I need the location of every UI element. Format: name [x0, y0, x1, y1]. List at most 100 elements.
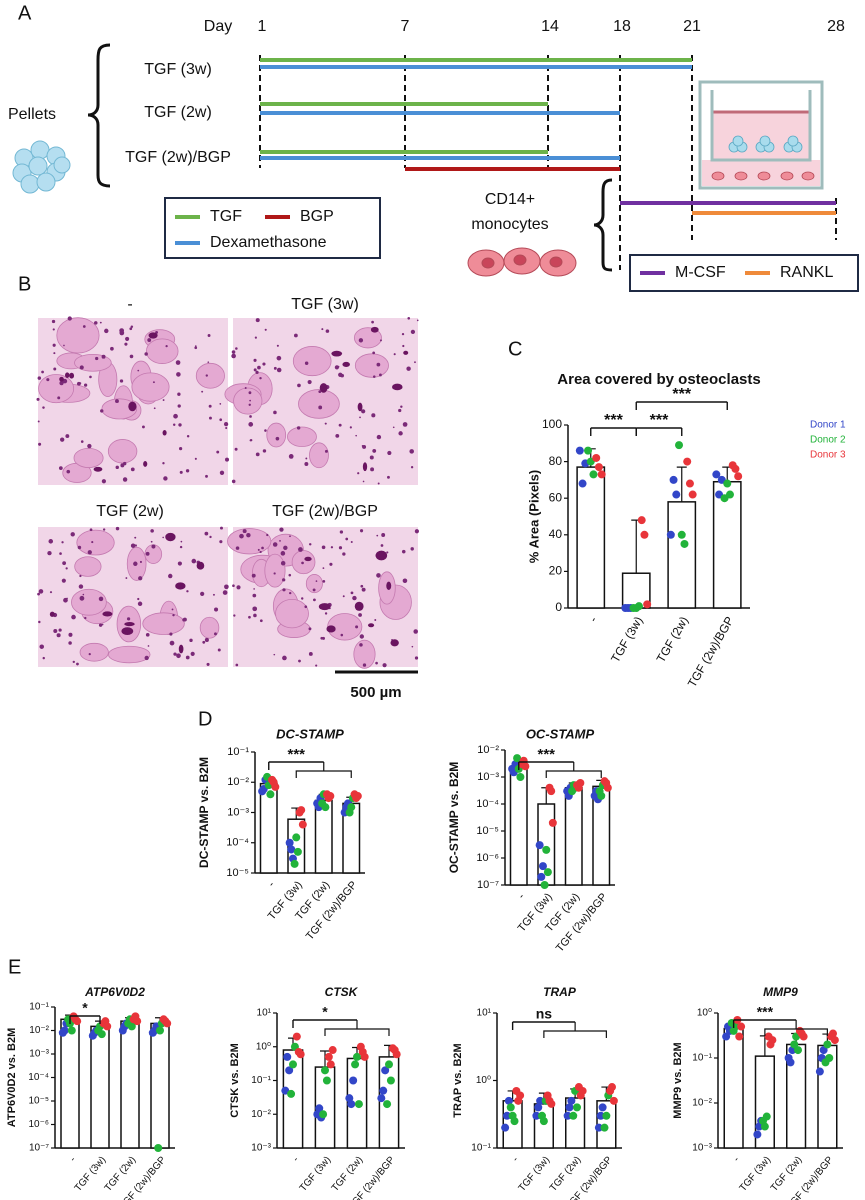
cell-dot — [322, 567, 325, 570]
cell-dot — [337, 365, 340, 368]
data-point — [669, 475, 678, 484]
cell-dot — [191, 558, 197, 564]
cell-dot — [297, 383, 301, 388]
cell-dot — [59, 552, 62, 555]
cell-dot — [369, 455, 374, 460]
cell-dot — [233, 614, 236, 617]
x-tick-label: - — [68, 1155, 79, 1165]
cell-dot — [145, 551, 150, 556]
cell-dot — [372, 375, 376, 378]
data-point — [596, 1111, 605, 1120]
chart-title: OC-STAMP — [526, 726, 595, 741]
y-tick-label: 10⁻⁷ — [29, 1143, 49, 1154]
cell-dot — [324, 422, 327, 425]
y-tick-label: 10⁻¹ — [29, 1002, 49, 1013]
cell-dot — [376, 573, 381, 578]
panel-label: E — [8, 956, 21, 978]
significance-label: *** — [650, 412, 669, 429]
legend-box — [164, 197, 381, 259]
cell-dot — [214, 607, 219, 612]
cell-dot — [375, 661, 378, 665]
cell-dot — [252, 606, 258, 612]
data-point — [598, 1103, 607, 1112]
cell-dot — [253, 368, 257, 372]
cell-dot — [416, 319, 419, 322]
cell-dot — [362, 480, 365, 483]
image-label: TGF (3w) — [291, 296, 359, 313]
cell-dot — [172, 423, 176, 426]
dark-cell — [69, 372, 75, 379]
cell-dot — [119, 379, 124, 383]
chart-title: Area covered by osteoclasts — [557, 371, 760, 388]
cell-dot — [253, 358, 257, 362]
cell-dot — [37, 420, 40, 423]
cell-dot — [162, 399, 165, 402]
cell-dot — [340, 633, 344, 637]
y-tick-label: 10⁻⁵ — [226, 867, 249, 879]
osteoclast — [233, 387, 263, 415]
cell-dot — [208, 404, 212, 408]
cell-dot — [79, 382, 82, 384]
panel-label: A — [18, 2, 32, 24]
y-axis-label: OC-STAMP vs. B2M — [447, 762, 461, 874]
cell-dot — [115, 526, 120, 531]
cell-dot — [115, 465, 119, 470]
cell-dot — [318, 405, 323, 410]
cell-dot — [138, 576, 143, 581]
cell-dot — [401, 333, 405, 336]
cell-dot — [255, 318, 260, 323]
cell-dot — [338, 423, 342, 427]
cell-dot — [84, 383, 88, 387]
cell-dot — [320, 636, 324, 640]
cell-dot — [264, 429, 267, 432]
data-point — [534, 1103, 543, 1112]
cell-dot — [89, 375, 92, 379]
cell-dot — [259, 619, 263, 623]
osteoclast — [56, 317, 100, 354]
data-point — [829, 1029, 837, 1038]
cell-dot — [130, 325, 134, 328]
data-point — [383, 1100, 392, 1109]
data-point — [293, 847, 302, 856]
data-point — [353, 1052, 361, 1061]
monocyte-label: monocytes — [471, 216, 548, 233]
cell-dot — [386, 551, 389, 554]
cell-dot — [298, 547, 303, 552]
cell-dot — [182, 618, 186, 622]
brace — [593, 178, 613, 272]
data-point — [353, 792, 362, 801]
cell-dot — [205, 474, 208, 478]
data-point — [563, 1111, 572, 1120]
cell-dot — [133, 561, 138, 566]
y-tick-label: 10⁻⁴ — [28, 1072, 49, 1083]
cell-dot — [142, 425, 145, 429]
micrograph — [227, 527, 419, 669]
osteoclast — [309, 442, 329, 469]
osteoclast — [353, 327, 382, 349]
cell-dot — [60, 437, 65, 442]
x-tick-label: TGF (3w) — [608, 614, 645, 665]
cell-dot — [94, 321, 98, 325]
data-point — [768, 1036, 777, 1045]
chart-title: ATP6V0D2 — [84, 985, 145, 999]
cell-dot — [249, 438, 253, 442]
data-point — [510, 1117, 519, 1126]
cell-dot — [177, 561, 182, 566]
cell-dot — [101, 354, 106, 359]
dark-cell — [304, 556, 312, 562]
y-tick-label: 100 — [542, 417, 562, 431]
sig-bracket — [545, 762, 602, 778]
cell-dot — [325, 329, 330, 333]
data-point — [760, 1122, 769, 1131]
cell-dot — [377, 482, 380, 485]
cell-dot — [231, 353, 236, 359]
cell-dot — [398, 408, 402, 413]
cell-dot — [77, 545, 82, 550]
cell-dot — [202, 640, 206, 644]
cell-dot — [359, 634, 365, 639]
pellets-label: Pellets — [8, 106, 56, 123]
data-point — [734, 472, 743, 481]
osteoclast — [266, 422, 287, 448]
cell-dot — [189, 638, 193, 643]
data-point — [504, 1096, 513, 1105]
